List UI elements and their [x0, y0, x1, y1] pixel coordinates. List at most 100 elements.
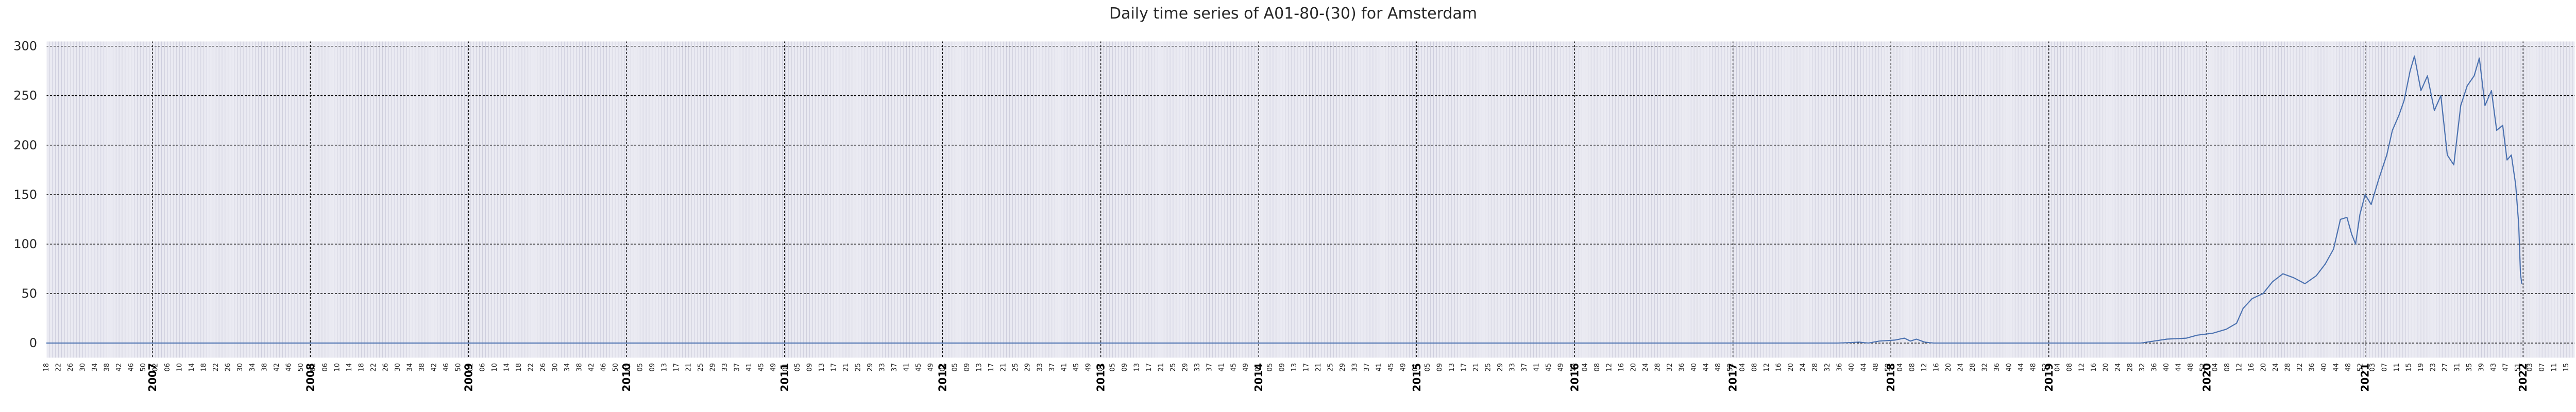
week-tick-label: 52	[2357, 363, 2364, 372]
y-axis-tick-labels: 0 50 100 150 200 250 300	[13, 39, 37, 351]
week-tick-label: 08	[1908, 363, 1916, 372]
week-tick-label: 40	[1690, 363, 1698, 372]
week-tick-label: 34	[564, 363, 571, 372]
week-tick-label: 49	[1242, 363, 1250, 372]
week-tick-label: 28	[1654, 363, 1662, 372]
week-tick-label: 20	[1630, 363, 1638, 372]
week-tick-label: 17	[673, 363, 681, 372]
week-tick-label: 17	[831, 363, 838, 372]
week-tick-label: 20	[2260, 363, 2267, 372]
week-tick-label: 41	[1533, 363, 1540, 372]
week-tick-label: 52	[2199, 363, 2207, 372]
week-tick-label: 04	[1896, 363, 1904, 372]
year-tick-label: 2017	[1727, 363, 1739, 392]
week-tick-label: 12	[2078, 363, 2086, 372]
y-tick-label: 50	[21, 286, 37, 301]
week-tick-label: 09	[806, 363, 814, 372]
week-tick-label: 09	[1436, 363, 1444, 372]
week-tick-label: 30	[552, 363, 560, 372]
week-tick-label: 21	[685, 363, 692, 372]
week-tick-label: 13	[660, 363, 668, 372]
week-tick-label: 25	[1484, 363, 1492, 372]
week-tick-label: 34	[91, 363, 99, 372]
week-tick-label: 42	[115, 363, 123, 372]
week-tick-label: 37	[733, 363, 741, 372]
week-tick-label: 53	[1569, 363, 1577, 372]
week-tick-label: 46	[285, 363, 293, 372]
week-tick-label: 25	[855, 363, 862, 372]
week-tick-label: 21	[1472, 363, 1480, 372]
week-tick-label: 48	[1715, 363, 1722, 372]
week-tick-label: 41	[1376, 363, 1383, 372]
week-tick-label: 46	[600, 363, 608, 372]
week-tick-label: 01	[939, 363, 947, 372]
week-tick-label: 46	[128, 363, 135, 372]
chart-title: Daily time series of A01-80-(30) for Ams…	[1109, 5, 1477, 23]
week-tick-label: 01	[624, 363, 632, 372]
week-tick-label: 24	[1800, 363, 1807, 372]
y-tick-label: 100	[13, 237, 37, 251]
week-tick-label: 24	[1642, 363, 1650, 372]
week-tick-label: 01	[1255, 363, 1262, 372]
week-tick-label: 10	[491, 363, 499, 372]
week-tick-label: 05	[794, 363, 802, 372]
week-tick-label: 16	[1775, 363, 1783, 372]
week-tick-label: 30	[79, 363, 87, 372]
year-tick-label: 2019	[2043, 363, 2055, 392]
week-tick-label: 17	[1460, 363, 1468, 372]
x-axis-year-tick-labels: 2007 2008 2009 2010 2011 2012 2013 2014 2015 2016…	[146, 363, 2529, 392]
week-tick-label: 01	[1412, 363, 1419, 372]
week-tick-label: 09	[649, 363, 656, 372]
week-tick-label: 10	[176, 363, 184, 372]
week-tick-label: 12	[1921, 363, 1928, 372]
week-tick-label: 52	[1727, 363, 1735, 372]
week-tick-label: 18	[43, 363, 50, 372]
week-tick-label: 06	[479, 363, 487, 372]
week-tick-label: 48	[2187, 363, 2195, 372]
week-tick-label: 41	[903, 363, 911, 372]
x-axis-week-tick-labels: 18 22 26 30 34 38 42 46 50 02 06 10 14 18 22 26 30 34 38 42…	[43, 363, 2570, 372]
week-tick-label: 04	[2054, 363, 2062, 372]
week-tick-label: 29	[1181, 363, 1189, 372]
week-tick-label: 42	[273, 363, 281, 372]
year-tick-label: 2018	[1885, 363, 1897, 392]
week-tick-label: 44	[1703, 363, 1710, 372]
week-tick-label: 36	[2308, 363, 2316, 372]
week-tick-label: 17	[988, 363, 995, 372]
week-tick-label: 03	[2527, 363, 2534, 372]
week-tick-label: 48	[2030, 363, 2038, 372]
week-tick-label: 32	[1824, 363, 1832, 372]
week-tick-label: 52	[1884, 363, 1892, 372]
week-tick-label: 41	[1060, 363, 1068, 372]
week-tick-label: 37	[1521, 363, 1529, 372]
week-tick-label: 45	[1545, 363, 1553, 372]
week-tick-label: 26	[225, 363, 232, 372]
week-tick-label: 02	[152, 363, 160, 372]
week-tick-label: 20	[1787, 363, 1795, 372]
week-tick-label: 45	[757, 363, 765, 372]
week-tick-label: 25	[1327, 363, 1335, 372]
week-tick-label: 09	[1121, 363, 1129, 372]
week-tick-label: 24	[2114, 363, 2122, 372]
week-tick-label: 05	[1424, 363, 1432, 372]
week-tick-label: 33	[721, 363, 729, 372]
week-tick-label: 48	[1872, 363, 1880, 372]
week-tick-label: 01	[782, 363, 789, 372]
week-tick-label: 14	[346, 363, 353, 372]
week-tick-label: 14	[503, 363, 511, 372]
week-tick-label: 13	[1291, 363, 1298, 372]
week-tick-label: 12	[1605, 363, 1613, 372]
week-tick-label: 32	[1981, 363, 1989, 372]
year-tick-label: 2007	[146, 363, 159, 392]
week-tick-label: 50	[140, 363, 147, 372]
week-tick-label: 06	[164, 363, 172, 372]
week-tick-label: 29	[1024, 363, 1032, 372]
week-tick-label: 33	[879, 363, 887, 372]
y-tick-label: 200	[13, 138, 37, 152]
week-tick-label: 01	[1097, 363, 1105, 372]
week-tick-label: 15	[2563, 363, 2570, 372]
week-tick-label: 49	[1557, 363, 1565, 372]
week-tick-label: 17	[1145, 363, 1153, 372]
week-tick-label: 44	[2018, 363, 2025, 372]
